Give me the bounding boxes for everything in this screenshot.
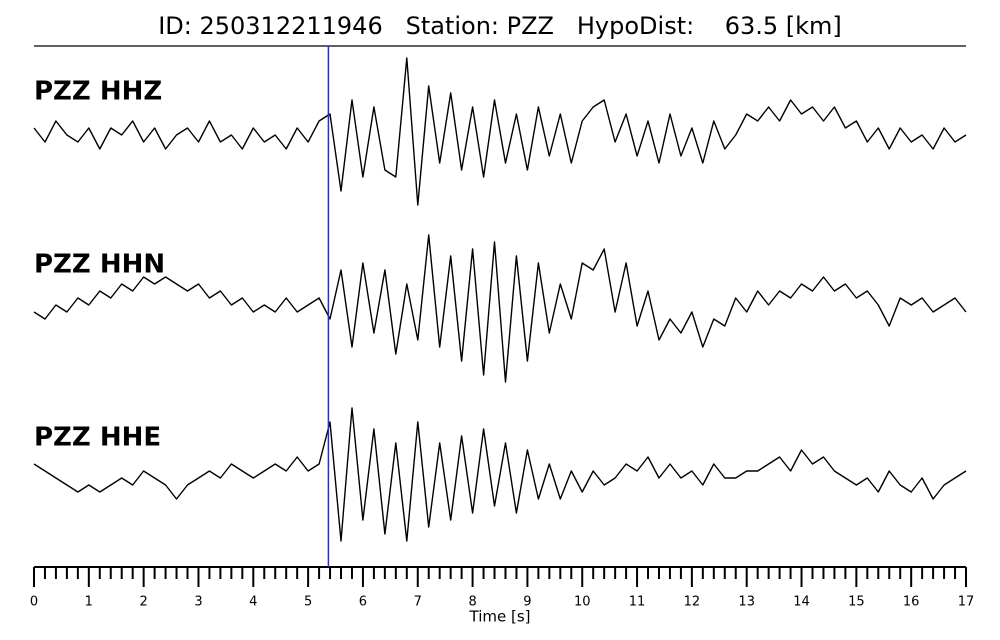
trace-label: PZZ HHZ (34, 77, 162, 107)
x-tick-label: 17 (958, 595, 975, 610)
x-tick-label: 7 (414, 595, 422, 610)
x-tick-label: 12 (684, 595, 701, 610)
x-axis-label: Time [s] (469, 608, 531, 626)
trace (33, 57, 967, 206)
x-tick-label: 4 (249, 595, 257, 610)
x-tick-label: 10 (574, 595, 591, 610)
x-tick-label: 8 (468, 595, 476, 610)
trace (33, 234, 967, 383)
x-tick-label: 1 (85, 595, 93, 610)
x-tick-label: 13 (738, 595, 755, 610)
x-tick-label: 0 (30, 595, 38, 610)
x-tick-label: 6 (359, 595, 367, 610)
x-tick-label: 15 (848, 595, 865, 610)
x-tick-label: 9 (523, 595, 531, 610)
x-tick-label: 14 (793, 595, 810, 610)
x-tick-label: 11 (629, 595, 646, 610)
x-tick-label: 2 (140, 595, 148, 610)
trace (33, 407, 967, 542)
trace-label: PZZ HHE (34, 423, 161, 453)
x-tick-label: 5 (304, 595, 312, 610)
trace-label: PZZ HHN (34, 250, 165, 280)
x-tick-label: 16 (903, 595, 920, 610)
chart-title: ID: 250312211946 Station: PZZ HypoDist: … (158, 12, 842, 40)
x-tick-label: 3 (194, 595, 202, 610)
